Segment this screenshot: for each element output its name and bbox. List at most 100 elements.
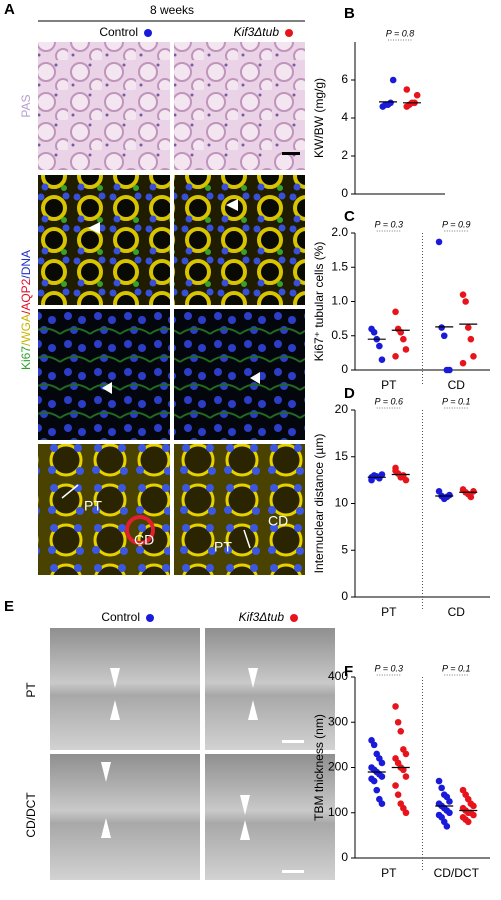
x-tick-label: PT bbox=[381, 378, 397, 392]
panel-letter: C bbox=[344, 208, 355, 225]
stain-label: PAS bbox=[19, 94, 33, 117]
legend-dot bbox=[146, 614, 154, 622]
data-point bbox=[438, 784, 445, 792]
arrowhead bbox=[101, 762, 111, 782]
y-tick-label: 0 bbox=[341, 186, 348, 200]
p-value: P = 0.3 bbox=[375, 219, 403, 229]
em-image bbox=[205, 628, 335, 750]
stain-part: Ki67 bbox=[19, 346, 33, 370]
arrowhead bbox=[248, 668, 258, 688]
arrowhead bbox=[102, 382, 112, 394]
arrowhead bbox=[240, 795, 250, 815]
panel-letter: F bbox=[344, 663, 353, 680]
fluor-image bbox=[38, 309, 170, 440]
data-point bbox=[387, 99, 394, 107]
arrowhead bbox=[110, 668, 120, 688]
image-label: PT bbox=[84, 498, 102, 514]
arrowhead bbox=[110, 700, 120, 720]
arrowhead bbox=[250, 372, 260, 384]
data-point bbox=[443, 823, 451, 830]
p-value: P = 0.6 bbox=[375, 396, 403, 406]
data-point bbox=[402, 750, 410, 758]
data-point bbox=[397, 728, 405, 735]
data-point bbox=[470, 353, 477, 360]
data-point bbox=[459, 359, 467, 367]
p-value: P = 0.9 bbox=[442, 219, 470, 229]
data-point bbox=[394, 718, 402, 726]
y-tick-label: 4 bbox=[341, 110, 348, 124]
y-tick-label: 10 bbox=[335, 496, 349, 510]
data-point bbox=[394, 791, 402, 798]
y-tick-label: 100 bbox=[328, 805, 348, 819]
em-image bbox=[50, 628, 200, 750]
data-point bbox=[392, 353, 399, 360]
data-point bbox=[462, 298, 469, 305]
distance-arrow bbox=[61, 484, 79, 499]
stain-part: /DNA bbox=[19, 250, 33, 279]
y-tick-label: 15 bbox=[335, 449, 349, 463]
p-value: P = 0.8 bbox=[386, 28, 414, 38]
stain-part: /AQP2 bbox=[19, 278, 33, 314]
data-point bbox=[370, 777, 378, 785]
x-tick-label: CD bbox=[448, 378, 466, 392]
data-point bbox=[470, 811, 477, 819]
data-point bbox=[403, 86, 411, 93]
stain-part: /WGA bbox=[19, 314, 33, 346]
data-point bbox=[402, 773, 410, 780]
scale-bar bbox=[282, 870, 304, 873]
data-point bbox=[413, 91, 421, 99]
y-tick-label: 0 bbox=[341, 362, 348, 376]
legend-dot bbox=[285, 29, 293, 37]
y-tick-label: 20 bbox=[335, 402, 349, 416]
data-point bbox=[446, 798, 453, 805]
y-tick-label: 400 bbox=[328, 669, 348, 683]
data-point bbox=[464, 818, 472, 826]
y-axis-label: Internuclear distance (µm) bbox=[312, 434, 326, 574]
y-axis-label: KW/BW (mg/g) bbox=[312, 78, 326, 158]
y-tick-label: 2 bbox=[341, 148, 348, 162]
data-point bbox=[438, 324, 445, 331]
arrowhead bbox=[248, 700, 258, 720]
row-label: CD/DCT bbox=[24, 792, 38, 838]
pas-image bbox=[38, 42, 170, 170]
panel-letter: A bbox=[4, 1, 15, 18]
data-point bbox=[378, 759, 386, 767]
panel-letter: D bbox=[344, 385, 355, 402]
y-axis-label: TBM thickness (nm) bbox=[312, 714, 326, 821]
legend-label: Control bbox=[101, 610, 140, 624]
data-point bbox=[370, 329, 378, 336]
data-point bbox=[402, 346, 410, 353]
fluor-image bbox=[38, 444, 170, 575]
data-point bbox=[467, 335, 475, 343]
panel-letter: E bbox=[4, 598, 14, 615]
data-point bbox=[378, 773, 386, 780]
y-tick-label: 0 bbox=[341, 589, 348, 603]
y-tick-label: 1.0 bbox=[331, 294, 348, 308]
image-label: PT bbox=[214, 539, 232, 555]
data-point bbox=[392, 703, 399, 710]
data-point bbox=[446, 809, 453, 817]
fluor-image bbox=[174, 444, 305, 575]
arrowhead bbox=[101, 818, 111, 838]
y-tick-label: 0.5 bbox=[331, 328, 348, 342]
fluor-image bbox=[174, 175, 305, 305]
data-point bbox=[392, 782, 399, 789]
data-point bbox=[435, 777, 443, 785]
data-point bbox=[392, 308, 399, 316]
legend-label: Kif3Δtub bbox=[234, 25, 280, 39]
row-label: PT bbox=[24, 682, 38, 698]
panel-letter: B bbox=[344, 5, 355, 22]
y-tick-label: 300 bbox=[328, 714, 348, 728]
em-image bbox=[205, 754, 335, 880]
x-tick-label: PT bbox=[381, 605, 397, 619]
panel-title: 8 weeks bbox=[150, 3, 194, 17]
data-point bbox=[470, 488, 477, 495]
data-point bbox=[464, 324, 472, 331]
data-point bbox=[400, 766, 407, 774]
data-point bbox=[378, 800, 386, 807]
data-point bbox=[400, 335, 407, 343]
data-point bbox=[389, 76, 397, 84]
x-tick-label: CD bbox=[448, 605, 466, 619]
